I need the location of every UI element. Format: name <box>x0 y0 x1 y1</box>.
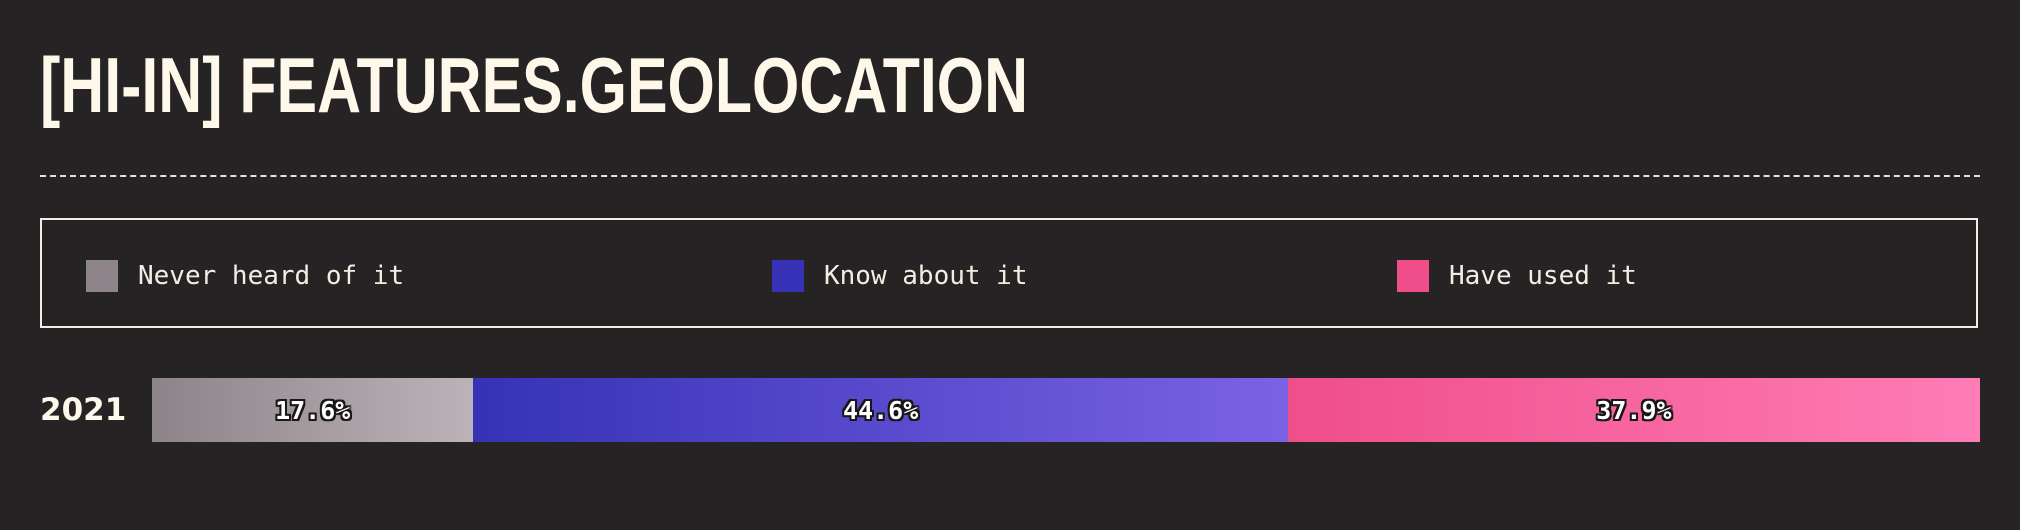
legend-label-never-heard: Never heard of it <box>138 261 405 291</box>
legend-label-know-about: Know about it <box>824 261 1028 291</box>
data-label-never-heard: 17.6% <box>275 395 351 425</box>
bar-row-label: 2021 <box>40 392 127 428</box>
legend-label-have-used: Have used it <box>1449 261 1637 291</box>
chart-title: [HI-IN] FEATURES.GEOLOCATION <box>40 41 1029 129</box>
data-label-know-about: 44.6% <box>843 395 919 425</box>
legend-swatch-have-used <box>1397 260 1429 292</box>
bar-segment-know-about[interactable]: 44.6% <box>473 378 1288 442</box>
legend-swatch-know-about <box>772 260 804 292</box>
dashed-divider <box>40 175 1980 177</box>
legend-item-never-heard[interactable]: Never heard of it <box>86 260 404 292</box>
legend-item-know-about[interactable]: Know about it <box>772 260 1028 292</box>
stacked-bar-2021: 17.6% 44.6% 37.9% <box>152 378 1980 442</box>
bar-segment-never-heard[interactable]: 17.6% <box>152 378 474 442</box>
legend-item-have-used[interactable]: Have used it <box>1397 260 1637 292</box>
legend: Never heard of it Know about it Have use… <box>40 218 1978 328</box>
bar-segment-have-used[interactable]: 37.9% <box>1287 378 1980 442</box>
legend-swatch-never-heard <box>86 260 118 292</box>
data-label-have-used: 37.9% <box>1596 395 1672 425</box>
